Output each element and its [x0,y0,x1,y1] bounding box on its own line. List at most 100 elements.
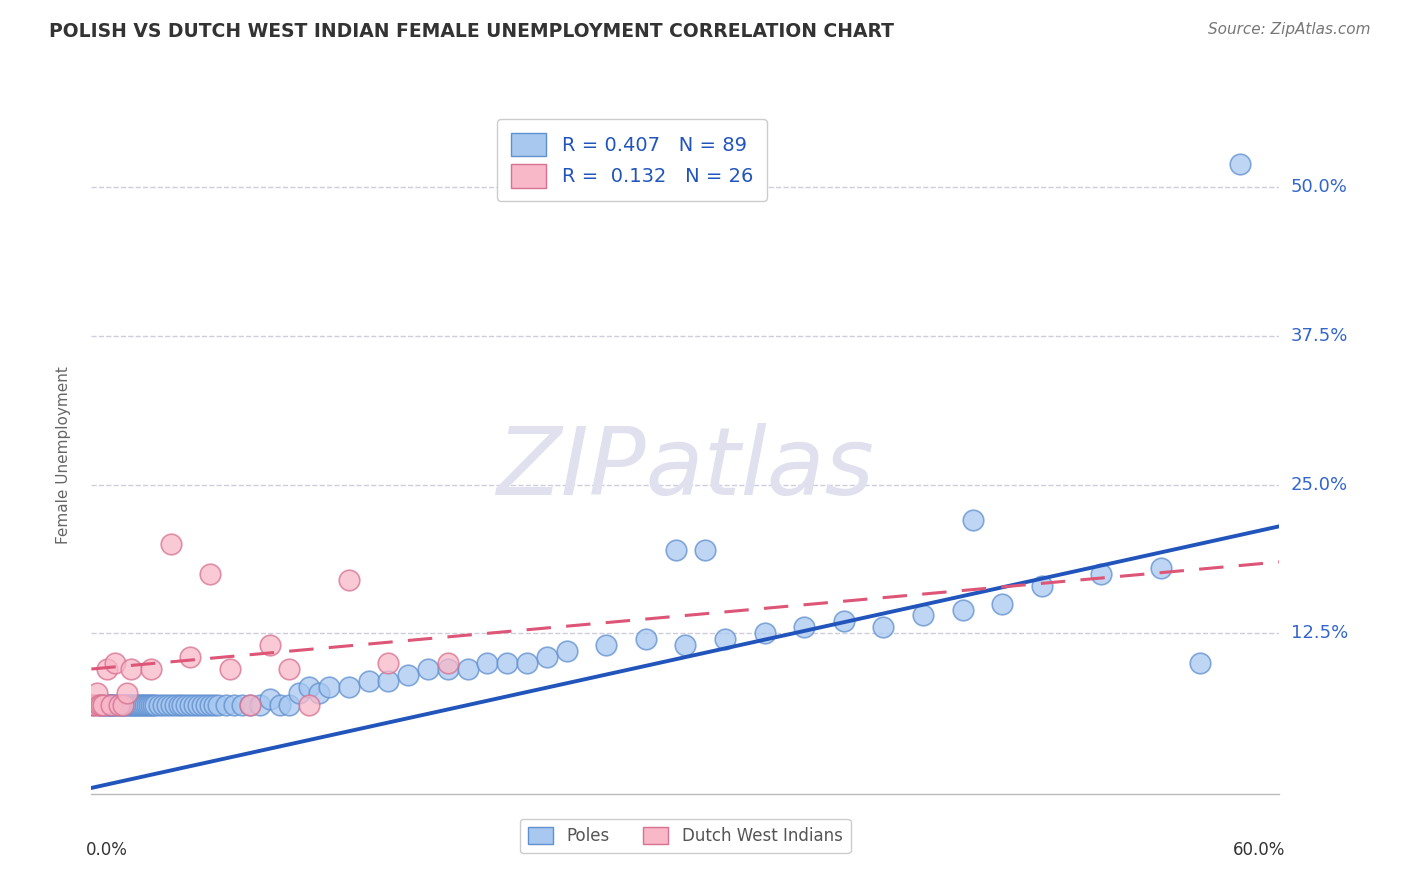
Point [202,698,225,712]
Point [555,644,578,658]
Point [516,656,538,670]
Point [159,698,181,712]
Point [207,698,229,712]
Point [91,698,114,712]
Point [477,656,499,670]
Point [90,698,112,712]
Point [96,662,118,676]
Point [457,662,479,676]
Point [536,650,558,665]
Point [152,698,174,712]
Text: POLISH VS DUTCH WEST INDIAN FEMALE UNEMPLOYMENT CORRELATION CHART: POLISH VS DUTCH WEST INDIAN FEMALE UNEMP… [49,22,894,41]
Point [124,698,146,712]
Point [249,698,271,712]
Legend: Poles, Dutch West Indians: Poles, Dutch West Indians [520,819,851,854]
Point [176,698,198,712]
Text: 60.0%: 60.0% [1233,841,1285,859]
Y-axis label: Female Unemployment: Female Unemployment [56,366,70,544]
Point [142,698,165,712]
Point [148,698,170,712]
Point [377,673,399,688]
Point [872,620,894,634]
Point [436,656,458,670]
Text: Source: ZipAtlas.com: Source: ZipAtlas.com [1208,22,1371,37]
Point [714,632,737,647]
Point [288,686,311,700]
Point [269,698,291,712]
Text: 25.0%: 25.0% [1291,475,1348,493]
Point [911,608,934,623]
Point [89,698,111,712]
Point [396,668,419,682]
Point [179,650,201,665]
Point [239,698,262,712]
Point [595,638,617,652]
Text: ZIPatlas: ZIPatlas [496,423,875,514]
Point [793,620,815,634]
Point [496,656,519,670]
Point [115,686,138,700]
Point [754,626,776,640]
Point [129,698,152,712]
Point [298,698,321,712]
Point [200,566,222,581]
Point [101,698,124,712]
Point [191,698,214,712]
Point [278,662,301,676]
Point [112,698,135,712]
Point [179,698,201,712]
Point [132,698,155,712]
Point [80,698,103,712]
Point [222,698,245,712]
Point [120,698,142,712]
Point [1189,656,1212,670]
Point [215,698,238,712]
Point [634,632,657,647]
Point [172,698,194,712]
Point [120,662,142,676]
Point [219,662,242,676]
Point [114,698,136,712]
Point [673,638,696,652]
Point [1031,579,1053,593]
Point [104,656,127,670]
Point [104,698,127,712]
Point [89,698,111,712]
Point [200,698,222,712]
Point [110,698,132,712]
Point [84,698,107,712]
Point [195,698,218,712]
Point [115,698,138,712]
Point [695,543,717,558]
Point [134,698,156,712]
Point [1150,561,1173,575]
Text: 0.0%: 0.0% [86,841,128,859]
Point [156,698,179,712]
Point [143,698,166,712]
Point [138,698,160,712]
Point [94,698,117,712]
Point [167,698,190,712]
Point [159,537,181,551]
Point [231,698,253,712]
Point [377,656,399,670]
Point [832,615,855,629]
Point [86,686,108,700]
Point [318,680,340,694]
Point [82,698,104,712]
Point [100,698,122,712]
Point [337,680,360,694]
Point [163,698,186,712]
Point [952,602,974,616]
Point [436,662,458,676]
Point [96,698,118,712]
Point [259,691,281,706]
Point [308,686,330,700]
Point [139,662,162,676]
Point [357,673,380,688]
Point [100,698,122,712]
Point [139,698,162,712]
Point [108,698,131,712]
Point [183,698,205,712]
Point [337,573,360,587]
